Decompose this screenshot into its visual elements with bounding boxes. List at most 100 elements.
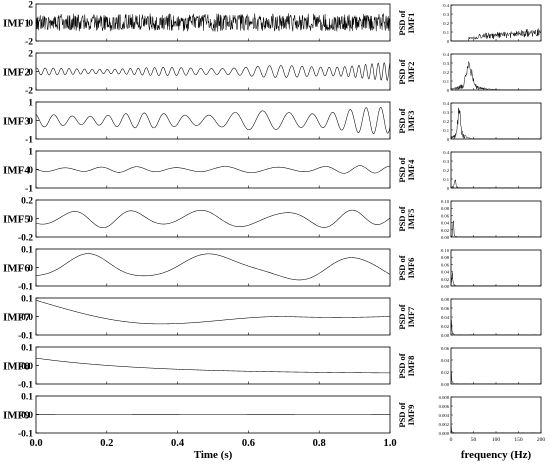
psd-panel-frame: [450, 200, 542, 238]
imf-label: IMF8: [3, 361, 30, 373]
psd-label-line1: PSD of: [397, 157, 407, 182]
psd-label-line2: IMF7: [406, 306, 416, 328]
imf-panel-frame: [35, 297, 391, 336]
psd-y-tick-label: 0.2: [443, 21, 449, 26]
psd-label: PSD ofIMF9: [397, 402, 416, 427]
imf-panel-2: IMF2 2 0 -2: [3, 50, 391, 97]
psd-y-tick-label: 0.04: [441, 221, 450, 226]
psd-y-tick-label: 0: [447, 88, 450, 93]
psd-label-line2: IMF6: [406, 258, 416, 279]
psd-y-tick-label: 0.02: [441, 324, 450, 329]
psd-y-tick-label: 0.1: [443, 177, 449, 182]
psd-panel-3: PSD ofIMF3 0.4 0.3 0.2 0.1 0: [397, 101, 542, 142]
psd-panel-frame: [450, 249, 542, 287]
psd-x-tick-label: 200: [537, 437, 546, 443]
psd-panel-frame: [450, 53, 542, 91]
imf-label: IMF2: [3, 67, 30, 79]
psd-spectrum-line: [450, 179, 542, 189]
psd-label-line1: PSD of: [397, 206, 407, 231]
imf-panel-7: IMF7 0.1 0.0 -0.1: [3, 295, 391, 342]
x-tick-label: 0.4: [171, 438, 185, 449]
imf-panel-4: IMF4 1 0 -1: [3, 148, 391, 195]
y-tick-label: 0.1: [21, 393, 33, 403]
y-tick-label: 0: [28, 166, 33, 176]
psd-y-tick-label: 0.10: [441, 248, 450, 253]
psd-y-tick-label: 0.00: [441, 382, 450, 387]
x-tick-label: 0.2: [100, 438, 113, 449]
psd-y-tick-label: 0.06: [441, 306, 450, 311]
imf-signal-line: [35, 165, 391, 174]
psd-spectrum-line: [451, 28, 542, 42]
psd-y-tick-label: 0.000: [439, 431, 450, 436]
y-tick-label: 0.1: [21, 344, 33, 354]
psd-panel-frame: [450, 102, 542, 140]
time-axis-ticks: 0.0 0.2 0.4 0.6 0.8 1.0: [29, 438, 396, 449]
psd-y-tick-label: 0.2: [443, 70, 449, 75]
y-tick-label: -1: [25, 136, 33, 146]
imf-label: IMF6: [3, 263, 30, 275]
imf-panel-frame: [35, 52, 391, 91]
psd-y-tick-label: 0.008: [439, 395, 450, 400]
x-tick-label: 0.8: [313, 438, 326, 449]
psd-y-tick-label: 0.02: [441, 277, 450, 282]
y-tick-label: 0.1: [21, 246, 33, 256]
psd-y-tick-label: 0.00: [441, 235, 450, 240]
psd-label-line1: PSD of: [397, 59, 407, 84]
y-tick-label: -0.1: [18, 332, 33, 342]
psd-panel-1: PSD ofIMF1 0.4 0.3 0.2 0.1 0: [397, 3, 542, 44]
psd-label-line1: PSD of: [397, 402, 407, 427]
psd-label: PSD ofIMF3: [397, 108, 416, 133]
psd-label: PSD ofIMF6: [397, 255, 416, 280]
y-tick-label: 0.2: [21, 197, 33, 207]
psd-label-line2: IMF2: [406, 62, 416, 83]
imf-label: IMF1: [3, 18, 30, 30]
psd-label: PSD ofIMF7: [397, 304, 416, 329]
psd-y-tick-label: 0.00: [441, 284, 450, 289]
imf-panel-6: IMF6 0.1 0 -0.1: [3, 246, 391, 293]
psd-y-tick-label: 0.4: [443, 101, 449, 106]
psd-spectrum-line: [450, 272, 542, 287]
psd-label-line2: IMF1: [406, 13, 416, 34]
imf-panel-frame: [35, 199, 391, 238]
psd-y-tick-label: 0.1: [443, 30, 449, 35]
psd-label: PSD ofIMF1: [397, 10, 416, 35]
psd-y-tick-label: 0.08: [441, 206, 450, 211]
psd-spectrum-line: [450, 220, 542, 238]
y-tick-label: 2: [28, 50, 33, 60]
psd-panel-frame: [450, 151, 542, 189]
psd-label: PSD ofIMF8: [397, 353, 416, 378]
y-tick-label: 2: [28, 1, 33, 11]
psd-label: PSD ofIMF4: [397, 157, 416, 182]
psd-panel-6: PSD ofIMF6 0.10 0.08 0.06 0.04 0.02 0.00: [397, 248, 542, 289]
imf-signal-line: [35, 107, 391, 135]
psd-y-tick-label: 0.4: [443, 150, 449, 155]
y-tick-label: 1: [28, 148, 33, 158]
y-tick-label: -0.1: [18, 283, 33, 293]
psd-panel-8: PSD ofIMF8 0.06 0.04 0.02 0.00: [397, 346, 542, 387]
imf-time-series-column: IMF120-2IMF220-2IMF310-1IMF410-1IMF50.20…: [3, 1, 397, 450]
psd-y-tick-label: 0.1: [443, 79, 449, 84]
psd-y-tick-label: 0: [447, 39, 450, 44]
y-tick-label: -2: [25, 87, 33, 97]
frequency-axis-ticks: 0 50 100 150 200: [450, 437, 546, 443]
imf-label: IMF5: [3, 214, 30, 226]
y-tick-label: 0.0: [21, 313, 33, 323]
psd-spectrum-line: [450, 107, 542, 140]
psd-y-tick-label: 0.3: [443, 61, 449, 66]
imf-label: IMF7: [3, 312, 30, 324]
imf-panel-8: IMF8 0.1 0.0 -0.1: [3, 344, 391, 391]
psd-panel-frame: [450, 347, 542, 385]
psd-spectrum-line: [450, 61, 542, 91]
y-tick-label: -0.1: [18, 381, 33, 391]
imf-signal-line: [35, 13, 391, 33]
psd-y-tick-label: 0.10: [441, 199, 450, 204]
y-tick-label: 0: [28, 264, 33, 274]
psd-y-tick-label: 0.06: [441, 213, 450, 218]
psd-x-tick-label: 150: [514, 437, 523, 443]
imf-panel-3: IMF3 1 0 -1: [3, 99, 391, 146]
psd-y-tick-label: 0.3: [443, 110, 449, 115]
imf-label: IMF4: [3, 165, 30, 177]
psd-y-tick-label: 0.3: [443, 12, 449, 17]
psd-y-tick-label: 0: [447, 186, 450, 191]
psd-panel-5: PSD ofIMF5 0.10 0.08 0.06 0.04 0.02 0.00: [397, 199, 542, 240]
